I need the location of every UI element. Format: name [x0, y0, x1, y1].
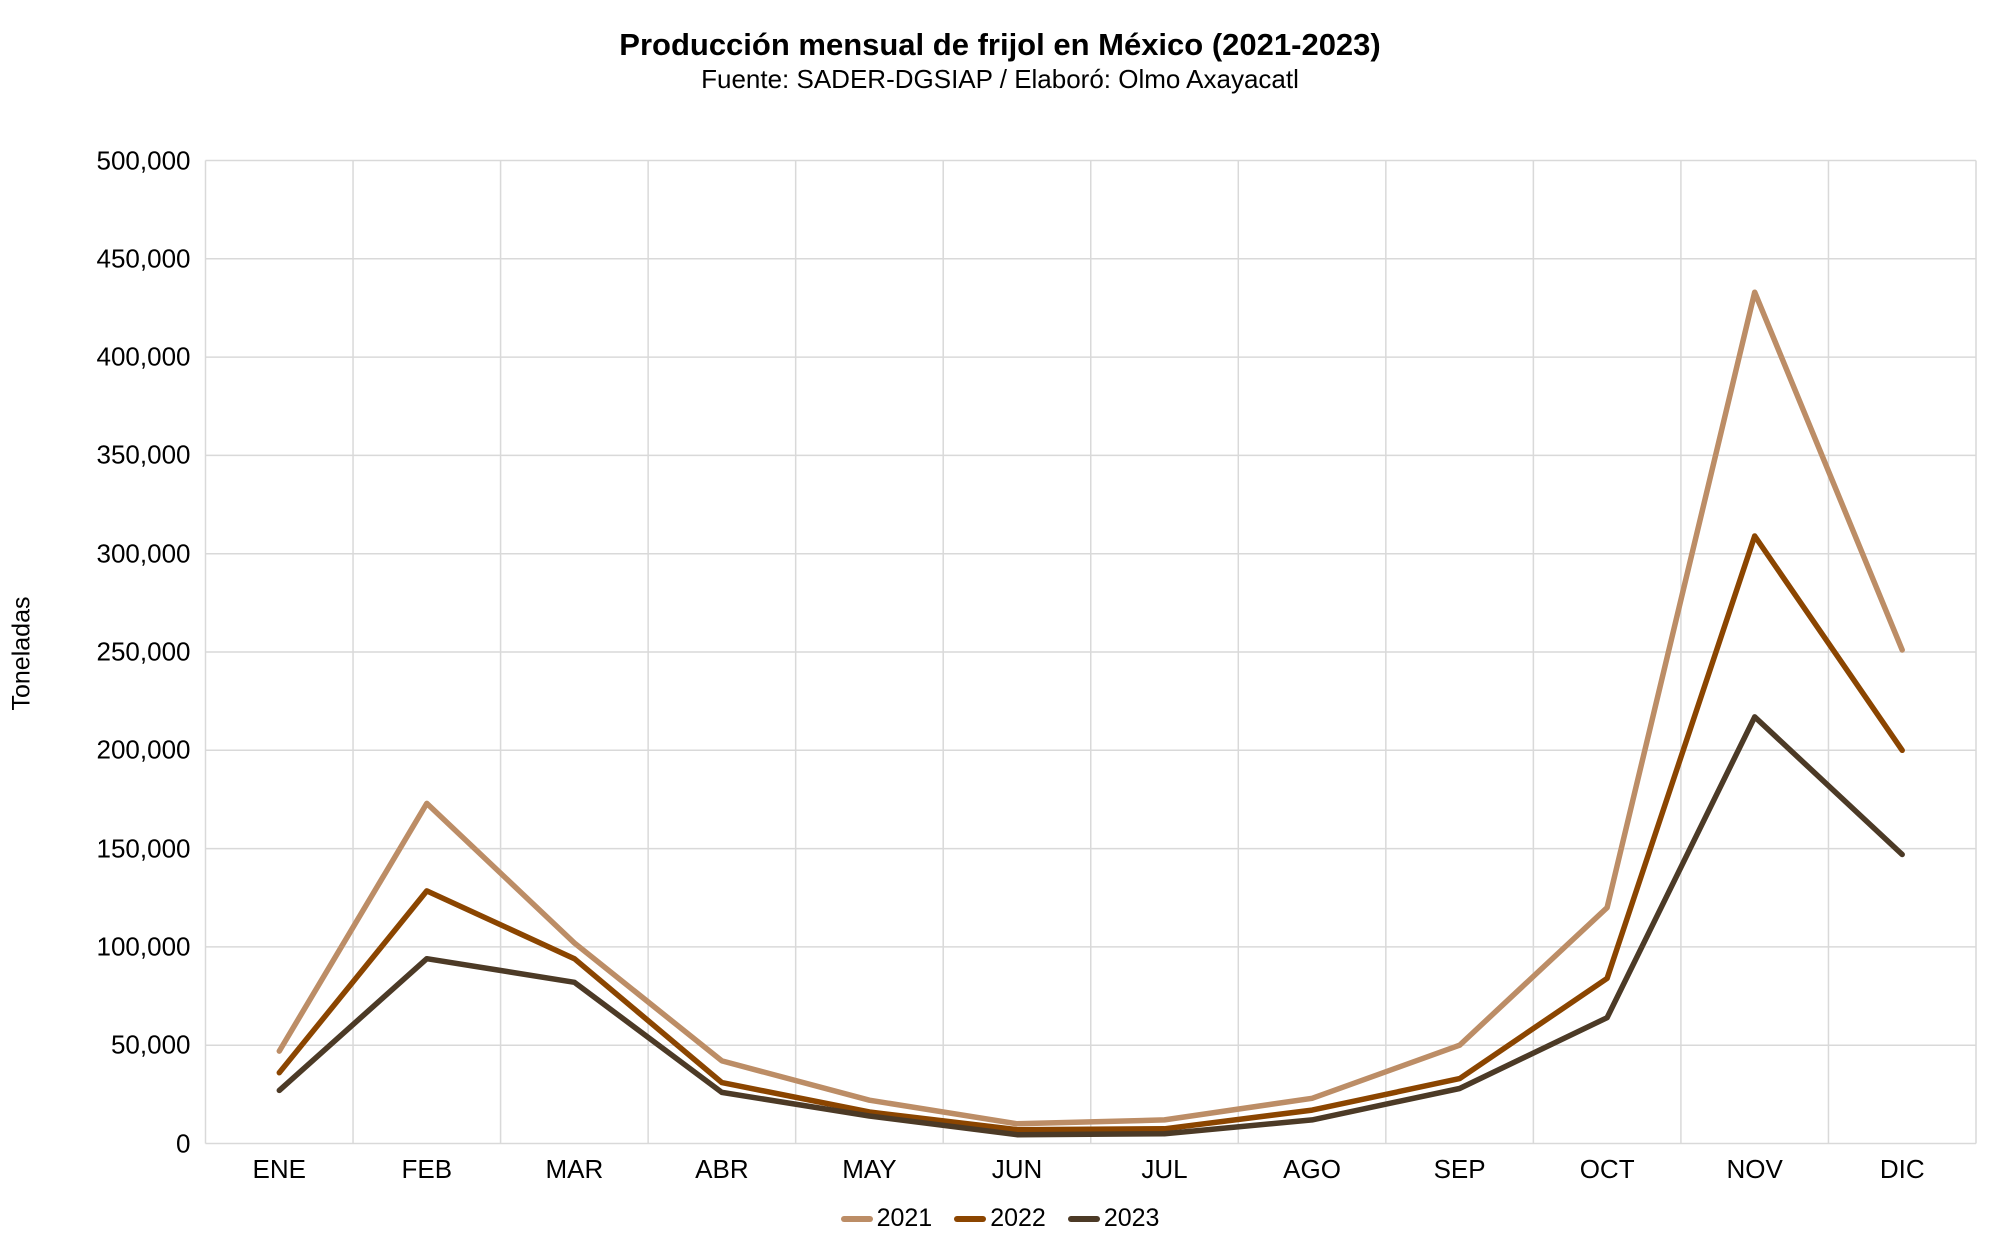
y-tick-label: 350,000: [96, 439, 191, 470]
legend-swatch-icon: [1067, 1215, 1100, 1222]
y-tick-label: 150,000: [96, 833, 191, 864]
x-tick-label: MAY: [842, 1153, 897, 1184]
series-line-2022: [276, 533, 1905, 1133]
x-tick-label: JUN: [991, 1153, 1043, 1184]
y-tick-label: 100,000: [96, 931, 191, 962]
chart-legend: 2021 2022 2023: [0, 1204, 2000, 1233]
x-tick-label: NOV: [1726, 1153, 1783, 1184]
x-tick-label: OCT: [1579, 1153, 1635, 1184]
y-tick-label: 450,000: [96, 243, 191, 274]
chart-subtitle: Fuente: SADER-DGSIAP / Elaboró: Olmo Axa…: [701, 64, 1299, 94]
legend-swatch-icon: [840, 1215, 873, 1222]
chart-title: Producción mensual de frijol en México (…: [619, 27, 1381, 62]
y-tick-label: 400,000: [96, 341, 191, 372]
x-tick-label: JUL: [1141, 1153, 1188, 1184]
y-tick-label: 200,000: [96, 734, 191, 765]
legend-item-2023: 2023: [1067, 1204, 1160, 1233]
x-tick-label: FEB: [401, 1153, 453, 1184]
x-tick-label: SEP: [1433, 1153, 1486, 1184]
x-tick-label: AGO: [1283, 1153, 1341, 1184]
y-tick-label: 50,000: [110, 1029, 191, 1060]
legend-label: 2021: [876, 1204, 933, 1232]
y-tick-label: 500,000: [96, 145, 191, 175]
x-tick-label: ABR: [695, 1153, 749, 1184]
legend-label: 2023: [1103, 1204, 1160, 1232]
y-tick-label: 0: [176, 1128, 191, 1158]
x-tick-label: ENE: [252, 1153, 306, 1184]
legend-swatch-icon: [954, 1215, 987, 1222]
x-tick-label: DIC: [1879, 1153, 1925, 1184]
x-tick-label: MAR: [545, 1153, 604, 1184]
legend-item-2022: 2022: [954, 1204, 1046, 1233]
legend-item-2021: 2021: [840, 1204, 933, 1233]
series-line-2023: [276, 714, 1905, 1138]
y-tick-label: 250,000: [96, 636, 191, 667]
series-line-2021: [276, 289, 1905, 1127]
gridlines: [204, 159, 1977, 1145]
y-tick-label: 300,000: [96, 538, 191, 569]
legend-label: 2022: [990, 1204, 1046, 1232]
